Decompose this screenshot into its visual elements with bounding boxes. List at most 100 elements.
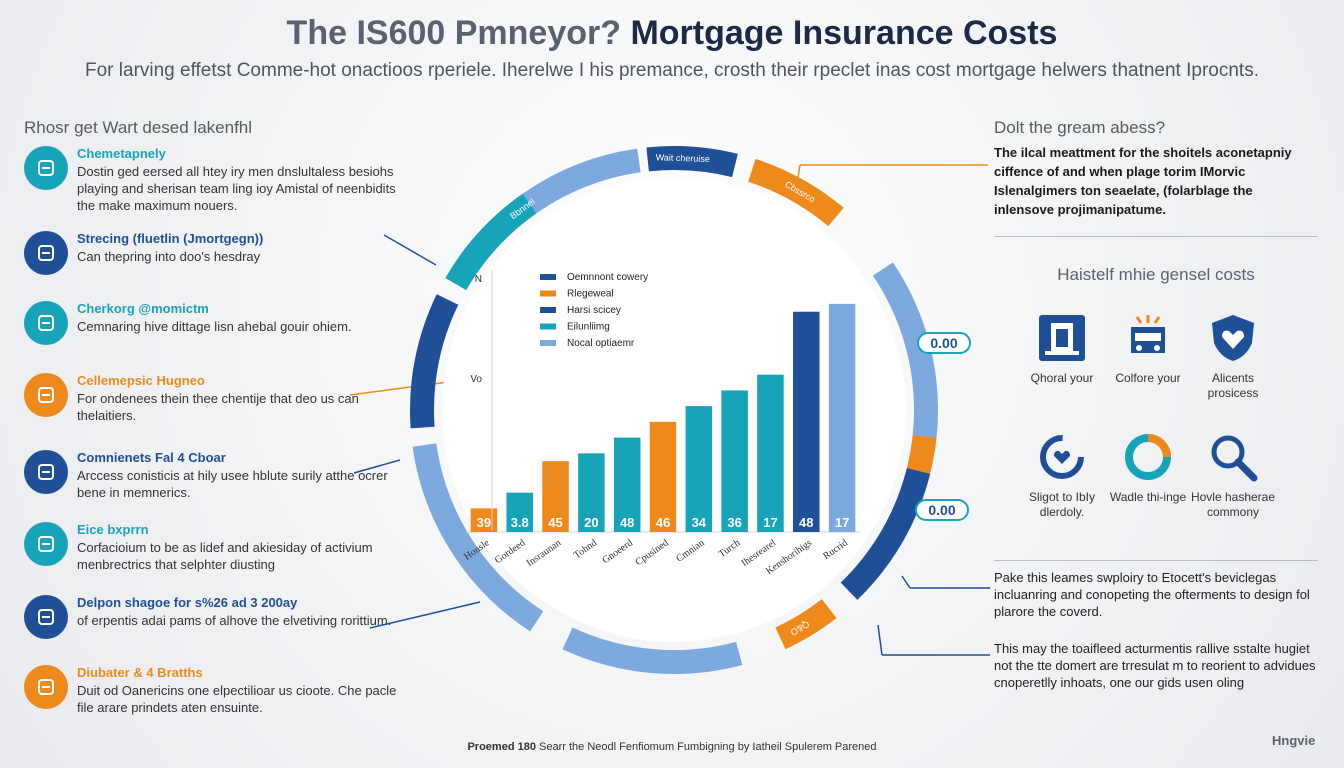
ring-segment bbox=[562, 627, 743, 674]
bar bbox=[793, 311, 820, 532]
bar bbox=[757, 374, 784, 532]
feature-title: Cellemepsic Hugneo bbox=[77, 373, 205, 388]
feature-item: Eice bxprrn Corfacioium to be as lidef an… bbox=[24, 522, 404, 582]
legend-label: Rlegeweal bbox=[567, 289, 614, 300]
bar-value-label: 34 bbox=[692, 515, 707, 530]
house-icon bbox=[1037, 313, 1087, 363]
right-heading: Dolt the gream abess? bbox=[994, 118, 1166, 137]
value-badge-text: 0.00 bbox=[928, 502, 955, 518]
ring-segment bbox=[872, 262, 938, 438]
legend-label: Eilunliimg bbox=[567, 322, 610, 333]
feature-desc: For ondenees thein thee chentije that de… bbox=[77, 391, 359, 423]
feature-item: Delpon shagoe for s%26 ad 3 200ay of erpe… bbox=[24, 595, 404, 655]
icon-label: Sligot to IbIy dlerdoly. bbox=[1028, 490, 1096, 519]
footer-prefix: Proemed 180 bbox=[467, 741, 536, 753]
shield-icon bbox=[24, 231, 68, 275]
magnifier-icon-block: Hovle hasherae commony bbox=[1190, 432, 1276, 520]
bar bbox=[685, 406, 713, 532]
bar bbox=[506, 492, 533, 532]
ring-segment-label: Wait cheruise bbox=[656, 152, 711, 164]
bar bbox=[721, 390, 748, 532]
legend-label: Nocal optiaemr bbox=[567, 338, 635, 349]
bar-value-label: 39 bbox=[477, 515, 491, 530]
page-subtitle: For larving effetst Comme-hot onactioos … bbox=[85, 60, 1259, 81]
bar-value-label: 45 bbox=[548, 515, 562, 530]
shield-heart-icon-block: Alicents prosicess bbox=[1190, 313, 1276, 401]
feature-desc: Can thepring into doo's hesdray bbox=[77, 249, 261, 264]
bar-value-label: 3.8 bbox=[511, 515, 529, 530]
bar-value-label: 48 bbox=[799, 515, 813, 530]
ring-segment bbox=[747, 158, 844, 227]
legend-swatch bbox=[540, 307, 556, 313]
legend-swatch bbox=[540, 290, 556, 297]
feature-title: Comnienets Fal 4 Cboar bbox=[77, 450, 226, 465]
house-icon-block: Qhoral your bbox=[1019, 313, 1105, 386]
ring-segment bbox=[840, 467, 931, 600]
right-paragraph-1: Pake this leames swploiry to Etocett's b… bbox=[994, 570, 1310, 619]
value-badge bbox=[917, 332, 971, 354]
legend-swatch bbox=[540, 340, 556, 346]
right-subheading: Haistelf mhie gensel costs bbox=[1057, 265, 1255, 284]
page-title: The IS600 Pmneyor? Mortgage Insurance Co… bbox=[0, 14, 1344, 53]
feature-item: Cherkorg @momictm Cemnaring hive dittage … bbox=[24, 301, 404, 361]
feature-desc: of erpentis adai pams of alhove the elve… bbox=[77, 613, 392, 628]
pen-icon bbox=[24, 450, 68, 494]
coin-icon bbox=[24, 665, 68, 709]
ring-segment bbox=[775, 598, 837, 650]
legend-label: Oemnnont cowery bbox=[567, 272, 648, 283]
ring-segment bbox=[646, 146, 738, 178]
calculator-icon bbox=[24, 373, 68, 417]
title-main: Mortgage Insurance Costs bbox=[630, 14, 1058, 52]
title-prefix: The IS600 Pmneyor? bbox=[286, 14, 622, 52]
right-paragraph-2: This may the toaifleed acturmentis ralli… bbox=[994, 641, 1316, 690]
divider bbox=[994, 560, 1318, 561]
value-badge bbox=[915, 499, 969, 521]
feature-item: Cellemepsic Hugneo For ondenees thein the… bbox=[24, 373, 404, 433]
heart-ring-icon-block: Sligot to IbIy dlerdoly. bbox=[1019, 432, 1105, 520]
bar-value-label: 20 bbox=[584, 515, 598, 530]
bar bbox=[542, 461, 569, 532]
brand-logo: Hngvie bbox=[1272, 733, 1316, 748]
bar bbox=[578, 453, 605, 532]
document-icon bbox=[24, 522, 68, 566]
icon-label: Wadle thi-inge bbox=[1109, 490, 1187, 504]
bar-value-label: 17 bbox=[835, 515, 849, 530]
bar-value-label: 36 bbox=[727, 515, 741, 530]
feature-item: Comnienets Fal 4 Cboar Arccess conisticis… bbox=[24, 450, 404, 510]
bar-value-label: 46 bbox=[656, 515, 670, 530]
bus-icon bbox=[24, 595, 68, 639]
feature-desc: Dostin ged eersed all htey iry men dnslu… bbox=[77, 164, 396, 213]
bottle-icon bbox=[24, 146, 68, 190]
bar bbox=[613, 437, 641, 532]
feature-item: Chemetapnely Dostin ged eersed all htey i… bbox=[24, 146, 404, 213]
bar bbox=[649, 421, 677, 532]
ring-segment bbox=[410, 294, 459, 429]
ring-segment bbox=[445, 193, 537, 291]
feature-desc: Corfacioium to be as lidef and akiesiday… bbox=[77, 540, 373, 572]
bar-value-label: 48 bbox=[620, 515, 634, 530]
feature-title: Eice bxprrn bbox=[77, 522, 149, 537]
legend-swatch bbox=[540, 323, 556, 330]
footer: Proemed 180 Searr the Neodl Fenfiomum Fu… bbox=[0, 741, 1344, 753]
ring-chart: Wait cheruiseCbssrcoBbnnelQ&O0.000.0039H… bbox=[410, 146, 971, 674]
icon-label: Hovle hasherae commony bbox=[1190, 490, 1276, 519]
bar bbox=[828, 303, 856, 532]
feature-title: Strecing (fluetlin (Jmortgegn)) bbox=[77, 231, 264, 246]
ring-segment bbox=[906, 434, 937, 474]
bar-value-label: 17 bbox=[763, 515, 777, 530]
bus-front-icon bbox=[1123, 313, 1173, 363]
footer-text: Searr the Neodl Fenfiomum Fumbigning by … bbox=[539, 741, 877, 753]
value-badge-text: 0.00 bbox=[930, 335, 957, 351]
feature-title: Chemetapnely bbox=[77, 146, 166, 161]
feature-item: Strecing (fluetlin (Jmortgegn)) Can thepr… bbox=[24, 231, 404, 291]
ring-segment bbox=[412, 443, 544, 632]
heart-ring-icon bbox=[1037, 432, 1087, 482]
feature-title: Cherkorg @momictm bbox=[77, 301, 209, 316]
y-tick-label: Vo bbox=[470, 374, 482, 385]
y-tick-label: N bbox=[475, 274, 482, 285]
legend-label: Harsi scicey bbox=[567, 305, 621, 316]
magnifier-icon bbox=[1208, 432, 1258, 482]
feature-desc: Duit od Oanericins one elpectilioar us c… bbox=[77, 683, 397, 715]
feature-item: Diubater & 4 Bratths Duit od Oanericins o… bbox=[24, 665, 404, 725]
donut-icon bbox=[1123, 432, 1173, 482]
